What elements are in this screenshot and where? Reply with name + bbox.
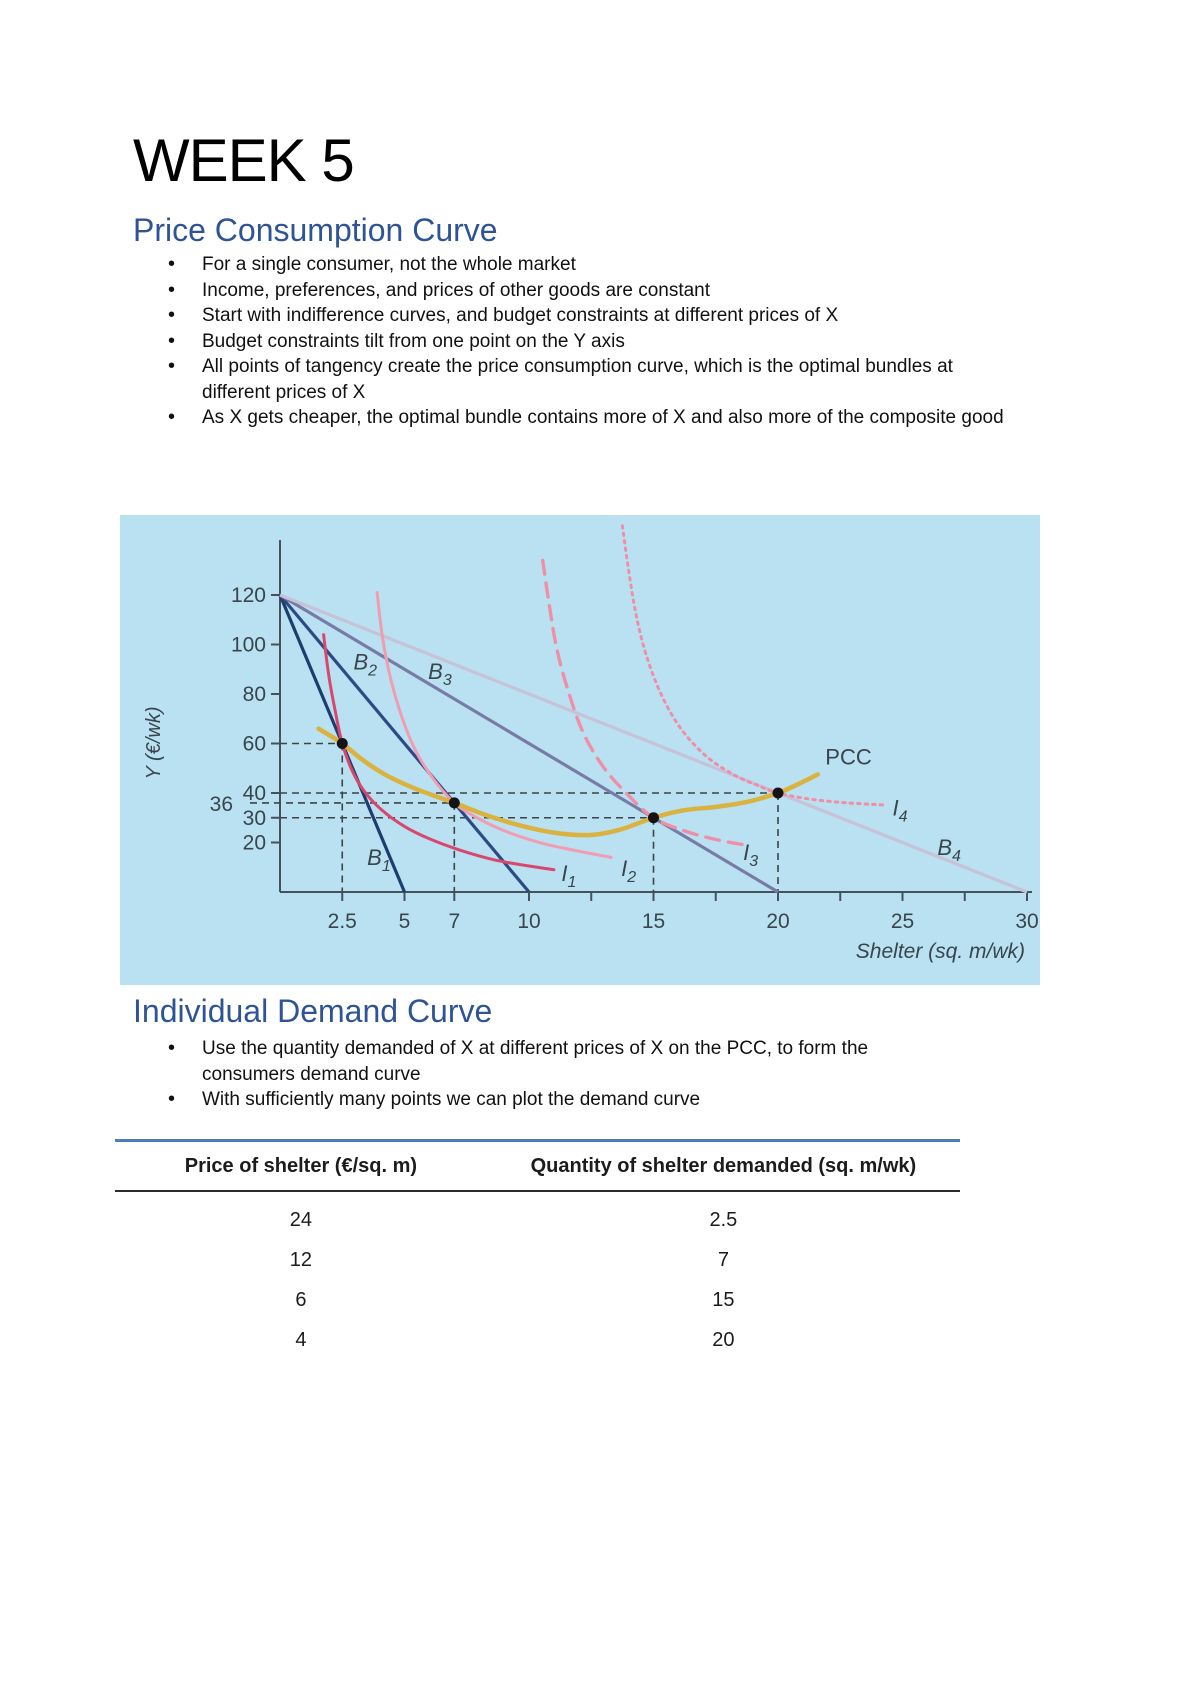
- bullet-item: For a single consumer, not the whole mar…: [160, 252, 1014, 278]
- quantity-cell: 7: [717, 1248, 729, 1271]
- x-tick-label: 25: [891, 910, 914, 933]
- indifference-curve-I1: [322, 633, 556, 872]
- x-tick-label: 10: [517, 910, 540, 933]
- x-tick-label: 15: [642, 910, 665, 933]
- label-I3: I3: [743, 840, 758, 870]
- quantity-cell: 20: [712, 1328, 735, 1351]
- tangency-point: [648, 812, 659, 824]
- bullet-item: With sufficiently many points we can plo…: [160, 1087, 932, 1113]
- indifference-curve-I3: [541, 558, 748, 847]
- x-tick-label: 5: [399, 910, 411, 933]
- table-row: 6 15: [115, 1280, 960, 1320]
- bullet-item: Income, preferences, and prices of other…: [160, 278, 1014, 304]
- y-tick-label: 20: [243, 832, 266, 855]
- y-extra-label: 36: [210, 793, 233, 816]
- label-B4: B4: [937, 835, 961, 865]
- x-tick-label: 30: [1015, 910, 1038, 933]
- bullet-item: Start with indifference curves, and budg…: [160, 303, 1014, 329]
- table-body: 24 2.5 12 7 6 15 4 20: [115, 1192, 960, 1360]
- budget-line-B3: [279, 593, 779, 894]
- quantity-cell: 15: [712, 1288, 735, 1311]
- bullet-item: Use the quantity demanded of X at differ…: [160, 1036, 932, 1087]
- x-axis-title: Shelter (sq. m/wk): [856, 940, 1025, 963]
- table-row: 4 20: [115, 1320, 960, 1360]
- tangency-point: [336, 738, 348, 749]
- table-header-quantity: Quantity of shelter demanded (sq. m/wk): [530, 1155, 917, 1177]
- bullet-list-individual-demand: Use the quantity demanded of X at differ…: [160, 1036, 932, 1113]
- label-I1: I1: [561, 861, 576, 891]
- table-header-row: Price of shelter (€/sq. m) Quantity of s…: [115, 1142, 960, 1192]
- budget-line-B4: [279, 593, 1028, 894]
- pcc-chart-panel: 2.5 5 7 10 15 20 25 30 120 100 80 60 40 30 20 36 B1 B2 B3 B…: [120, 515, 1040, 985]
- pcc-curve: [316, 726, 821, 838]
- tangency-point: [448, 797, 460, 809]
- label-B2: B2: [353, 649, 377, 679]
- x-tick-label: 20: [766, 910, 789, 933]
- indifference-curve-I2: [375, 591, 613, 859]
- y-axis-title: Y (€/wk): [143, 707, 165, 780]
- price-cell: 24: [289, 1208, 313, 1231]
- page-title: WEEK 5: [133, 127, 355, 194]
- x-tick-label: 7: [448, 910, 460, 933]
- y-tick-label: 80: [243, 683, 266, 706]
- label-B1: B1: [367, 845, 391, 875]
- table-row: 12 7: [115, 1240, 960, 1280]
- price-cell: 6: [295, 1288, 307, 1311]
- pcc-label: PCC: [825, 745, 872, 770]
- bullet-list-price-consumption: For a single consumer, not the whole mar…: [160, 252, 1014, 431]
- label-I4: I4: [893, 795, 908, 825]
- y-tick-label: 120: [231, 584, 266, 607]
- indifference-curve-I4: [620, 524, 885, 807]
- y-tick-label: 60: [243, 733, 266, 756]
- demand-schedule-table: Price of shelter (€/sq. m) Quantity of s…: [115, 1139, 960, 1360]
- price-cell: 4: [295, 1328, 307, 1351]
- bullet-item: As X gets cheaper, the optimal bundle co…: [160, 405, 1014, 431]
- table-header-price: Price of shelter (€/sq. m): [184, 1155, 418, 1177]
- quantity-cell: 2.5: [709, 1208, 738, 1231]
- heading-individual-demand-curve: Individual Demand Curve: [133, 993, 493, 1029]
- bullet-item: Budget constraints tilt from one point o…: [160, 329, 1014, 355]
- x-tick-label: 2.5: [328, 910, 357, 933]
- y-tick-label: 100: [231, 634, 266, 657]
- label-B3: B3: [428, 659, 452, 689]
- y-tick-label: 30: [243, 807, 266, 830]
- bullet-item: All points of tangency create the price …: [160, 354, 1014, 405]
- budget-line-B2: [278, 593, 531, 894]
- price-cell: 12: [289, 1248, 313, 1271]
- y-tick-label: 40: [243, 782, 266, 805]
- label-I2: I2: [621, 856, 636, 886]
- heading-price-consumption-curve: Price Consumption Curve: [133, 212, 498, 248]
- table-row: 24 2.5: [115, 1200, 960, 1240]
- tangency-point: [772, 787, 784, 799]
